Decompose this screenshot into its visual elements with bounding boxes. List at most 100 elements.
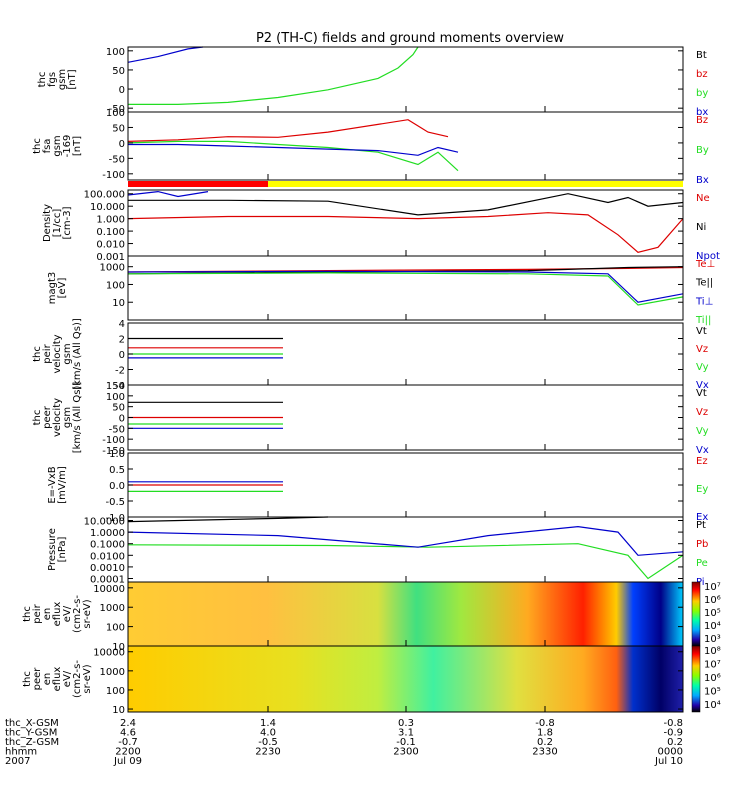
y-axis-label-line: (cm2-s-: [72, 595, 83, 633]
y-axis-label-line: thc: [37, 72, 48, 88]
y-axis-label-line: peer: [32, 667, 43, 691]
y-axis-label-line: thc: [22, 606, 33, 622]
time-axis-value: 0.2: [537, 737, 553, 748]
y-tick-label: 0.100: [96, 227, 125, 238]
panel-frame: [127, 255, 684, 321]
colorbar-label: 10⁴: [704, 621, 721, 632]
legend-Vy: Vy: [696, 426, 709, 437]
y-tick-label: 10000: [93, 648, 125, 659]
y-tick-label: 100.000: [84, 190, 125, 201]
series-line-Ni: [128, 193, 684, 216]
y-tick-label: 10: [112, 642, 125, 653]
y-axis-label-line: gsm: [62, 343, 73, 364]
legend-Pe: Pe: [696, 558, 708, 569]
legend-By: By: [696, 145, 709, 156]
legend-Bx: Bx: [696, 175, 709, 186]
y-tick-label: 0.001: [96, 252, 125, 263]
y-tick-label: 100: [106, 47, 125, 58]
y-axis-label: thc fsa gsm -169 [nT]: [32, 135, 83, 158]
y-axis-label-line: peir: [42, 343, 53, 363]
legend-by: by: [696, 88, 708, 99]
panel-7: Ez Ey Ex 1.0 0.5 0.0 -0.5 -1.0 E=-VxB [mV/m]: [47, 449, 708, 524]
y-tick-label: 1000: [100, 263, 125, 274]
colorbar-label: 10⁵: [704, 608, 721, 619]
y-axis-label-line: gsm: [52, 135, 63, 156]
y-axis-label: thc peir velocity gsm [km/s (All Qs)]: [32, 318, 83, 390]
time-axis-value: -0.9: [663, 728, 683, 739]
colorbar: [691, 645, 701, 713]
y-tick-label: 0.5: [109, 465, 125, 476]
legend-Te||: Te||: [695, 278, 713, 289]
y-axis-label: E=-VxB [mV/m]: [47, 466, 68, 504]
time-axis-value: 1.4: [260, 718, 276, 729]
spectrogram: [128, 646, 683, 712]
y-axis-label-line: eflux: [52, 667, 63, 692]
time-axis-value: 0.2: [667, 737, 683, 748]
legend-Bt: Bt: [696, 50, 707, 61]
y-axis-label: thc peer en eflux eV/(cm2-s-sr-eV): [22, 660, 93, 698]
y-axis-label-line: thc: [32, 410, 43, 426]
y-tick-label: -50: [109, 424, 125, 435]
y-tick-label: -100: [102, 435, 125, 446]
series-line-bx: [127, 46, 204, 63]
series-line-Ti⊥: [127, 270, 684, 303]
y-axis-label-line: [mV/m]: [57, 466, 68, 504]
series-line-Bz: [127, 119, 449, 142]
y-tick-label: 0.1000: [90, 540, 125, 551]
legend-Npot: Npot: [696, 251, 720, 262]
panel-4: Te⊥ Te|| Ti⊥ Ti|| 1000 100 10 magt3 [eV]: [47, 255, 715, 326]
y-tick-label: 100: [106, 280, 125, 291]
y-tick-label: 50: [112, 403, 125, 414]
time-axis-row-label: thc_Y-GSM: [5, 728, 57, 739]
y-tick-label: 10: [112, 298, 125, 309]
time-axis: thc_X-GSMthc_Y-GSMthc_Z-GSMhhmm20072.44.…: [5, 106, 684, 767]
y-axis-label: Density [1/cc] [cm-3]: [42, 204, 73, 242]
legend-bz: bz: [696, 69, 708, 80]
time-axis-value: 2.4: [120, 718, 136, 729]
y-tick-label: -50: [109, 154, 125, 165]
panel-1: Bt bz by bx 100 50 0 -50 thc fgs gsm [nT]: [37, 46, 708, 118]
y-tick-label: 1000: [100, 667, 125, 678]
y-axis-label-line: (cm2-s-: [72, 660, 83, 698]
mode-bar: [128, 181, 683, 187]
y-tick-label: 0: [119, 414, 125, 425]
y-tick-label: 0.0010: [90, 563, 125, 574]
y-axis-label-line: thc: [22, 671, 33, 687]
colorbar-label: 10⁸: [704, 646, 721, 657]
y-tick-label: 1.0: [109, 449, 125, 460]
y-axis-label-line: -169: [62, 135, 73, 158]
mode-bar-red: [128, 181, 268, 187]
y-axis-label-line: velocity: [52, 334, 63, 373]
y-tick-label: -100: [102, 170, 125, 181]
time-axis-value: 0.3: [398, 718, 414, 729]
y-axis-label-line: [km/s (All Qs)]: [72, 318, 83, 390]
legend-Te⊥: Te⊥: [695, 259, 715, 270]
y-axis-label-line: velocity: [52, 398, 63, 437]
legend-Ti⊥: Ti⊥: [695, 296, 713, 307]
legend-Pt: Pt: [696, 520, 706, 531]
y-axis-label-line: Density: [42, 204, 53, 242]
legend-Vy: Vy: [696, 362, 709, 373]
y-axis-label-line: sr-eV): [82, 599, 93, 628]
panel-2: Bz By Bx 100 50 0 -50 -100 thc fsa gsm -169 [nT]: [32, 108, 709, 186]
legend-bx: bx: [696, 107, 708, 118]
y-tick-label: 0.010: [96, 240, 125, 251]
time-axis-value: 4.0: [260, 728, 276, 739]
y-axis-label-line: gsm: [57, 69, 68, 90]
y-tick-label: 0.0100: [90, 551, 125, 562]
y-tick-label: 100: [106, 108, 125, 119]
y-tick-label: 100: [106, 392, 125, 403]
legend-Ey: Ey: [696, 484, 708, 495]
y-tick-label: -0.5: [105, 497, 125, 508]
y-tick-label: -4: [115, 381, 125, 392]
colorbar: [691, 581, 701, 647]
y-tick-label: 0: [119, 139, 125, 150]
y-axis-label-line: eflux: [52, 602, 63, 627]
y-axis-label-line: peer: [42, 405, 53, 429]
time-axis-value: 0000: [658, 747, 683, 758]
panel-9: 10⁷ 10⁶ 10⁵ 10⁴ 10³ 10000 1000 100 10 thc peir en ef…: [22, 581, 721, 653]
legend-Vt: Vt: [696, 326, 707, 337]
y-axis-label-line: gsm: [62, 407, 73, 428]
legend-Vz: Vz: [696, 344, 708, 355]
